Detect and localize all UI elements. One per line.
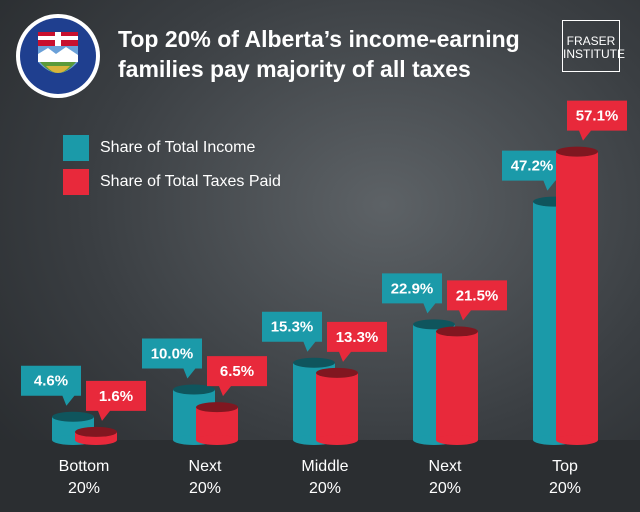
bar-base xyxy=(75,435,117,445)
callout xyxy=(567,100,627,141)
value-label: 21.5% xyxy=(456,287,499,304)
bar xyxy=(556,151,598,440)
legend-label: Share of Total Income xyxy=(100,139,255,156)
callout xyxy=(327,321,387,362)
callout xyxy=(447,280,507,321)
value-label: 1.6% xyxy=(99,388,133,405)
value-label: 57.1% xyxy=(576,108,619,125)
x-tick-label: Middle 20% xyxy=(301,458,349,497)
legend-swatch xyxy=(63,169,89,195)
callout xyxy=(382,273,442,314)
value-label: 4.6% xyxy=(34,373,68,390)
callout xyxy=(142,338,202,379)
x-tick-label: Top 20% xyxy=(548,458,582,497)
callout xyxy=(86,380,146,421)
logo-mountains xyxy=(38,47,78,62)
legend-label: Share of Total Taxes Paid xyxy=(100,173,281,190)
value-label: 13.3% xyxy=(336,329,379,346)
value-label: 15.3% xyxy=(271,319,314,336)
brand-text: FRASER xyxy=(566,34,616,48)
chart-title: Top 20% of Alberta’s income-earning fami… xyxy=(118,26,520,82)
bar-base xyxy=(556,435,598,445)
bar-top xyxy=(436,326,478,337)
callout xyxy=(262,311,322,352)
bar-top xyxy=(316,367,358,378)
bar xyxy=(196,407,238,440)
logo-cross xyxy=(55,32,61,46)
bar-top xyxy=(556,146,598,157)
bar xyxy=(436,331,478,440)
value-label: 6.5% xyxy=(220,363,254,380)
callout xyxy=(207,356,267,397)
value-label: 10.0% xyxy=(151,345,194,362)
bar-top xyxy=(196,402,238,413)
logo-wheat xyxy=(46,66,70,73)
bar-top xyxy=(173,384,215,395)
x-tick-label: Bottom 20% xyxy=(58,458,110,497)
brand-text: INSTITUTE xyxy=(563,47,625,61)
bar-top xyxy=(52,411,94,422)
value-label: 47.2% xyxy=(511,158,554,175)
legend-swatch xyxy=(63,135,89,161)
callout xyxy=(502,150,562,191)
bar-base xyxy=(316,435,358,445)
bar-top xyxy=(413,319,455,330)
callout xyxy=(21,365,81,406)
value-label: 22.9% xyxy=(391,280,434,297)
bar-top xyxy=(293,357,335,368)
bar xyxy=(316,372,358,440)
x-tick-label: Next 20% xyxy=(428,458,462,497)
bar-base xyxy=(436,435,478,445)
floor xyxy=(0,440,640,512)
x-tick-label: Next 20% xyxy=(188,458,222,497)
brand-logo: FRASER INSTITUTE xyxy=(562,20,625,72)
bar-base xyxy=(196,435,238,445)
bar-top xyxy=(75,426,117,437)
